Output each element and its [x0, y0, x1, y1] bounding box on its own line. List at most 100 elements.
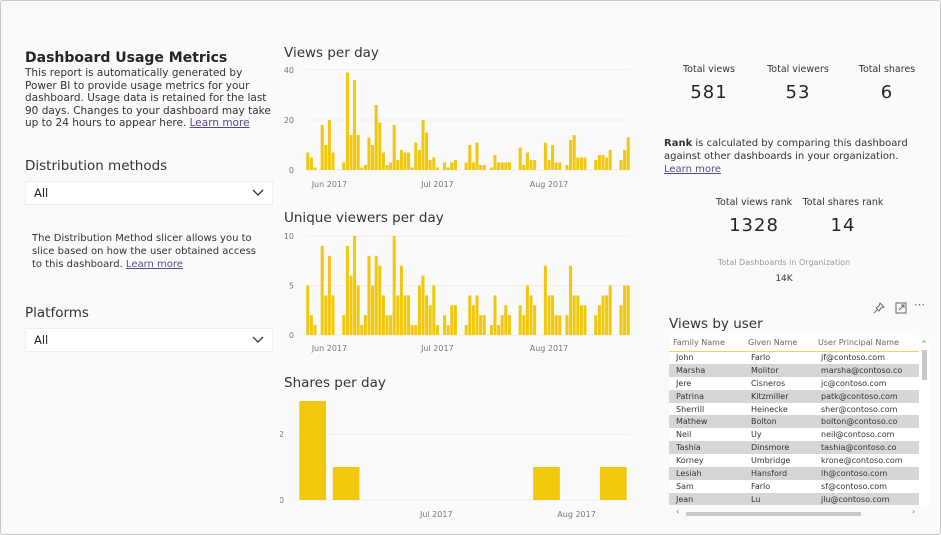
bar [475, 295, 479, 335]
bar [349, 275, 353, 335]
horizontal-scrollbar[interactable]: ‹ › [676, 507, 916, 516]
bar [597, 305, 601, 335]
bar [407, 295, 411, 335]
table-header: Family Name Given Name User Principal Name [669, 335, 919, 352]
table-row[interactable]: Jean Lu jlu@contoso.com [669, 492, 919, 505]
bar [507, 162, 511, 170]
bar [479, 165, 483, 170]
bar [522, 315, 526, 335]
table-cell: tashia@contoso.co [814, 441, 919, 455]
bar [374, 105, 378, 170]
bar [378, 265, 382, 335]
bar [403, 152, 407, 170]
bar [403, 295, 407, 335]
pin-icon[interactable] [873, 299, 885, 318]
bar [360, 167, 364, 170]
bar [324, 295, 328, 335]
platforms-dropdown[interactable]: All [25, 328, 273, 352]
column-header[interactable]: User Principal Name [814, 335, 919, 352]
bar [349, 135, 353, 170]
bar [543, 265, 547, 335]
distribution-learn-more-link[interactable]: Learn more [125, 259, 183, 270]
rank-learn-more-link[interactable]: Learn more [664, 164, 722, 175]
y-tick-label: 0 [280, 496, 284, 505]
learn-more-link[interactable]: Learn more [189, 117, 250, 129]
y-tick-label: 20 [284, 116, 294, 125]
shares-rank-label: Total shares rank [802, 197, 884, 208]
bar [608, 150, 612, 170]
total-views-value: 581 [690, 82, 728, 103]
column-header[interactable]: Family Name [669, 335, 744, 352]
table-cell: Heinecke [751, 404, 788, 414]
column-header[interactable]: Given Name [744, 335, 814, 352]
table-row[interactable]: Jere Cisneros jc@contoso.com [669, 377, 919, 390]
more-options-icon[interactable]: ⋯ [914, 298, 925, 311]
total-viewers-value: 53 [785, 82, 811, 103]
bar [428, 305, 432, 335]
bar [468, 145, 472, 170]
table-row[interactable]: Sam Farlo sf@contoso.com [669, 480, 919, 493]
bar [374, 255, 378, 335]
bar [428, 160, 432, 170]
views-by-user-table: Family Name Given Name User Principal Name… [669, 335, 919, 505]
table-row[interactable]: Mathew Bolton bolton@contoso.co [669, 415, 919, 429]
org-dashboards-label: Total Dashboards in Organization [717, 258, 851, 267]
bar [468, 295, 472, 335]
x-tick-label: Jun 2017 [311, 180, 347, 189]
bar [605, 295, 609, 335]
bar [410, 167, 414, 170]
unique-viewers-chart: 0 5 10 Jun 2017 Jul 2017 Aug 2017 [284, 232, 630, 353]
table-cell: jf@contoso.com [821, 353, 885, 363]
bar [529, 160, 533, 170]
table-row[interactable]: John Farlo jf@contoso.com [669, 351, 919, 364]
table-cell: Lu [744, 492, 814, 505]
bar [356, 135, 360, 170]
bar [493, 155, 497, 170]
bar [385, 315, 389, 335]
bar [583, 305, 587, 335]
bar [529, 295, 533, 335]
table-row[interactable]: Sherrill Heinecke sher@contoso.com [669, 403, 919, 416]
bar [450, 162, 454, 170]
bar [435, 325, 439, 335]
total-shares-label: Total shares [858, 64, 916, 75]
bar [425, 132, 429, 170]
focus-mode-icon[interactable] [895, 299, 907, 318]
bar [356, 285, 360, 335]
page-title: Dashboard Usage Metrics [25, 50, 228, 66]
bar [306, 152, 310, 170]
bar [533, 467, 560, 500]
bar [432, 285, 436, 335]
bar [327, 255, 331, 335]
bar [421, 275, 425, 335]
bar [414, 325, 418, 335]
table-row[interactable]: Marsha Molitor marsha@contoso.co [669, 363, 919, 377]
bar [565, 315, 569, 335]
table-row[interactable]: Lesiah Hansford lh@contoso.com [669, 467, 919, 480]
table-cell: bolton@contoso.co [814, 415, 919, 429]
bar [623, 150, 627, 170]
table-row[interactable]: Patrina Kitzmiller patk@contoso.com [669, 389, 919, 403]
distribution-methods-dropdown[interactable]: All [25, 181, 273, 205]
table-row[interactable]: Tashia Dinsmore tashia@contoso.co [669, 441, 919, 455]
bar [381, 295, 385, 335]
bar [594, 315, 598, 335]
bar [497, 325, 501, 335]
bar [500, 162, 504, 170]
bar [464, 325, 468, 335]
y-tick-label: 0 [289, 331, 294, 340]
total-viewers-label: Total viewers [767, 64, 829, 75]
table-cell: neil@contoso.com [821, 430, 895, 440]
bar [407, 152, 411, 170]
table-row[interactable]: Korney Umbridge krone@contoso.com [669, 454, 919, 467]
table-row[interactable]: Neil Uy neil@contoso.com [669, 428, 919, 441]
bar [399, 150, 403, 170]
vertical-scrollbar[interactable]: ^ [919, 340, 929, 505]
bar [345, 72, 349, 170]
table-cell: Cisneros [751, 378, 786, 388]
bar [309, 315, 313, 335]
bar [623, 285, 627, 335]
table-cell: Mathew [669, 415, 744, 429]
table-cell: Jere [676, 378, 692, 388]
bar [569, 265, 573, 335]
